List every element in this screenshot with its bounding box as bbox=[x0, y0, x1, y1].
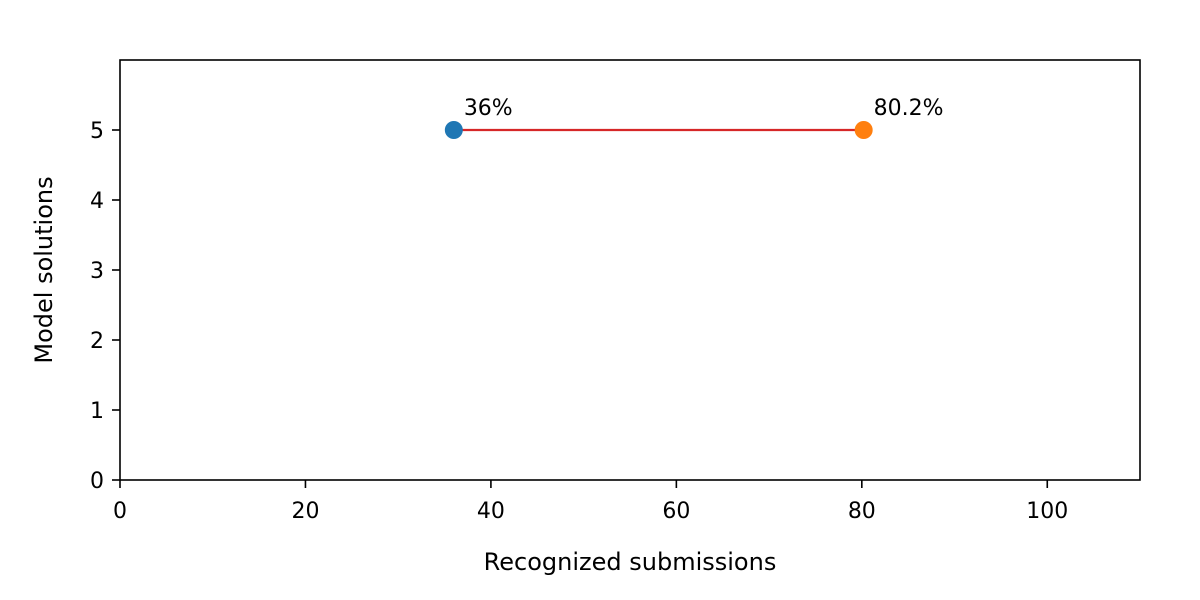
y-tick-label: 1 bbox=[90, 399, 104, 424]
y-tick-label: 3 bbox=[90, 259, 104, 284]
x-tick-label: 40 bbox=[477, 499, 505, 524]
data-point bbox=[854, 121, 873, 139]
y-tick-label: 2 bbox=[90, 329, 104, 354]
y-tick-label: 4 bbox=[90, 189, 104, 214]
x-tick-label: 0 bbox=[113, 499, 127, 524]
data-label: 80.2% bbox=[874, 96, 944, 121]
data-point bbox=[444, 121, 463, 139]
x-tick-label: 60 bbox=[662, 499, 690, 524]
data-label: 36% bbox=[464, 96, 513, 121]
y-tick-label: 5 bbox=[90, 119, 104, 144]
x-tick-label: 20 bbox=[291, 499, 319, 524]
plot-frame bbox=[119, 59, 1141, 481]
x-tick-label: 80 bbox=[848, 499, 876, 524]
y-tick-label: 0 bbox=[90, 469, 104, 494]
plot-area: 0 20 40 60 80 100 0 1 2 3 4 5 36% 80.2% bbox=[90, 59, 1141, 524]
x-tick-label: 100 bbox=[1026, 499, 1068, 524]
x-axis-label: Recognized submissions bbox=[484, 548, 777, 576]
y-axis-label: Model solutions bbox=[30, 176, 58, 363]
